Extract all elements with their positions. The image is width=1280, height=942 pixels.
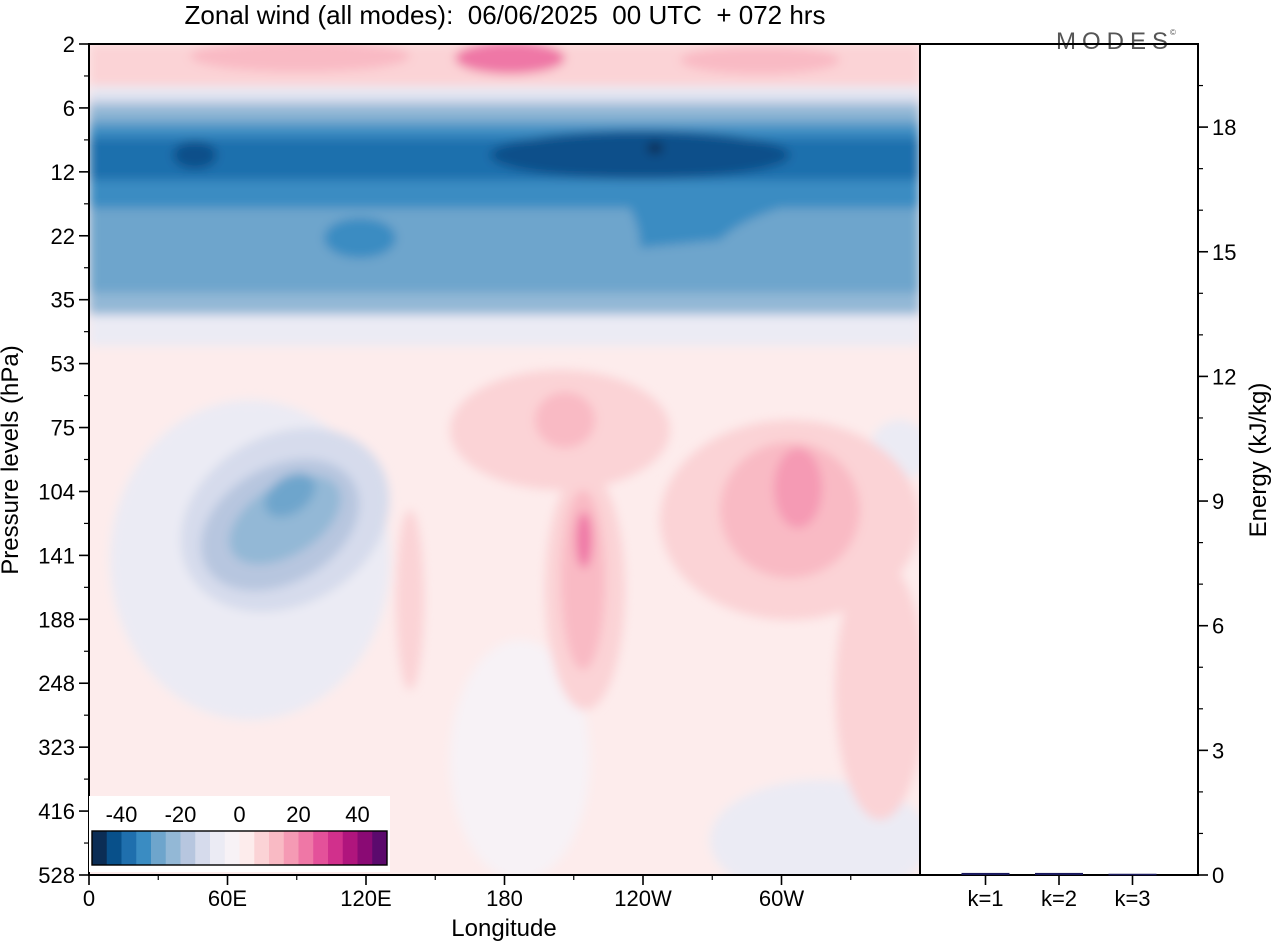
x-tick-label: 120W (614, 886, 672, 911)
y-tick-label: 416 (38, 799, 75, 824)
x-tick-label: 120E (340, 886, 391, 911)
energy-bar (1035, 872, 1083, 875)
y-tick-label: 528 (38, 863, 75, 888)
modes-logo: MODES© (1056, 20, 1176, 55)
colorbar-label: 20 (286, 802, 310, 827)
colorbar-swatch (121, 831, 137, 865)
colorbar-swatch (254, 831, 270, 865)
colorbar-label: -20 (165, 802, 197, 827)
colorbar-frame (91, 830, 388, 866)
x-tick-label: 180 (486, 886, 523, 911)
pressure-axis: 2 6 12 22 35 53 75 104 141 188 248 323 416 528 (38, 32, 89, 888)
field-shapes (89, 44, 920, 875)
y-tick-label: 53 (51, 352, 75, 377)
colorbar-swatch (313, 831, 329, 865)
energy-tick-label: 15 (1212, 240, 1236, 265)
energy-tick-label: 12 (1212, 364, 1236, 389)
colorbar-swatch (210, 831, 226, 865)
energy-category-label: k=3 (1114, 886, 1150, 911)
x-tick-label: 60E (208, 886, 247, 911)
colorbar: -40 -20 0 20 40 (89, 796, 390, 872)
easterly-jet-core (264, 473, 316, 517)
energy-panel: k=1 k=2 k=3 0 3 6 9 12 15 18 Energy (kJ/kg) (919, 43, 1272, 911)
longitude-axis: 0 60E 120E 180 120W 60W (83, 875, 852, 911)
upper-westerly-core (190, 44, 410, 72)
logo-mark: © (1170, 28, 1176, 37)
energy-category-label: k=1 (967, 886, 1003, 911)
wind-field (89, 44, 920, 875)
colorbar-swatch (136, 831, 152, 865)
y-tick-label: 2 (63, 32, 75, 57)
colorbar-swatch (239, 831, 255, 865)
westerly-150w-core (576, 512, 592, 568)
energy-bars: k=1 k=2 k=3 (961, 872, 1157, 911)
upper-westerly-east (680, 46, 840, 74)
y-tick-label: 141 (38, 543, 75, 568)
colorbar-label: -40 (106, 802, 138, 827)
easterly-west-core (324, 218, 396, 258)
colorbar-label: 40 (345, 802, 369, 827)
colorbar-swatch (180, 831, 196, 865)
colorbar-label: 0 (233, 802, 245, 827)
energy-tick-label: 0 (1212, 863, 1224, 888)
colorbar-swatch (342, 831, 358, 865)
colorbar-swatch (269, 831, 285, 865)
westerly-150w-mid (561, 490, 605, 670)
energy-bar (1108, 873, 1157, 876)
y-tick-label: 22 (51, 224, 75, 249)
y-tick-label: 75 (51, 416, 75, 441)
y-tick-label: 248 (38, 671, 75, 696)
westerly-100e-strip (396, 510, 424, 690)
chart-title: Zonal wind (all modes): 06/06/2025 00 UT… (184, 0, 826, 30)
energy-axis: 0 3 6 9 12 15 18 (1198, 84, 1236, 888)
easterly-jet-inner (229, 475, 341, 565)
y-tick-label: 6 (63, 96, 75, 121)
colorbar-swatch (224, 831, 240, 865)
colorbar-swatch (151, 831, 167, 865)
colorbar-swatch (92, 831, 108, 865)
y-tick-label: 323 (38, 735, 75, 760)
heatmap-panel: 2 6 12 22 35 53 75 104 141 188 248 323 416 528 0 60E 12… (0, 32, 921, 942)
energy-category-label: k=2 (1041, 886, 1077, 911)
easterly-lower-edge (89, 316, 920, 346)
energy-bar (961, 872, 1010, 875)
westerly-30w-tail (835, 560, 920, 820)
energy-axis-label: Energy (kJ/kg) (1245, 383, 1272, 538)
logo-text: MODES (1056, 28, 1175, 55)
y-tick-label: 12 (51, 160, 75, 185)
colorbar-swatch (372, 831, 388, 865)
westerly-180-inner (535, 392, 595, 448)
x-axis-label: Longitude (451, 915, 556, 942)
y-tick-label: 104 (38, 479, 75, 504)
colorbar-swatch (283, 831, 299, 865)
colorbar-swatch (328, 831, 344, 865)
upper-westerly-max (455, 44, 565, 74)
y-tick-label: 188 (38, 607, 75, 632)
colorbar-swatch (106, 831, 122, 865)
easterly-core-center (490, 131, 790, 179)
easterly-core-west (173, 141, 217, 169)
colorbar-swatch (195, 831, 211, 865)
x-tick-label: 0 (83, 886, 95, 911)
y-tick-label: 35 (51, 288, 75, 313)
colorbar-swatch (357, 831, 373, 865)
energy-tick-label: 18 (1212, 115, 1236, 140)
easterly-core-min (647, 142, 663, 154)
energy-tick-label: 6 (1212, 614, 1224, 639)
energy-frame (919, 43, 1199, 876)
y-axis-label: Pressure levels (hPa) (0, 345, 24, 574)
westerly-60w-core (774, 448, 822, 528)
colorbar-swatch (298, 831, 314, 865)
energy-tick-label: 3 (1212, 738, 1224, 763)
weak-easterly-mid (450, 640, 590, 875)
x-tick-label: 60W (759, 886, 804, 911)
energy-tick-label: 9 (1212, 489, 1224, 514)
colorbar-swatch (165, 831, 181, 865)
